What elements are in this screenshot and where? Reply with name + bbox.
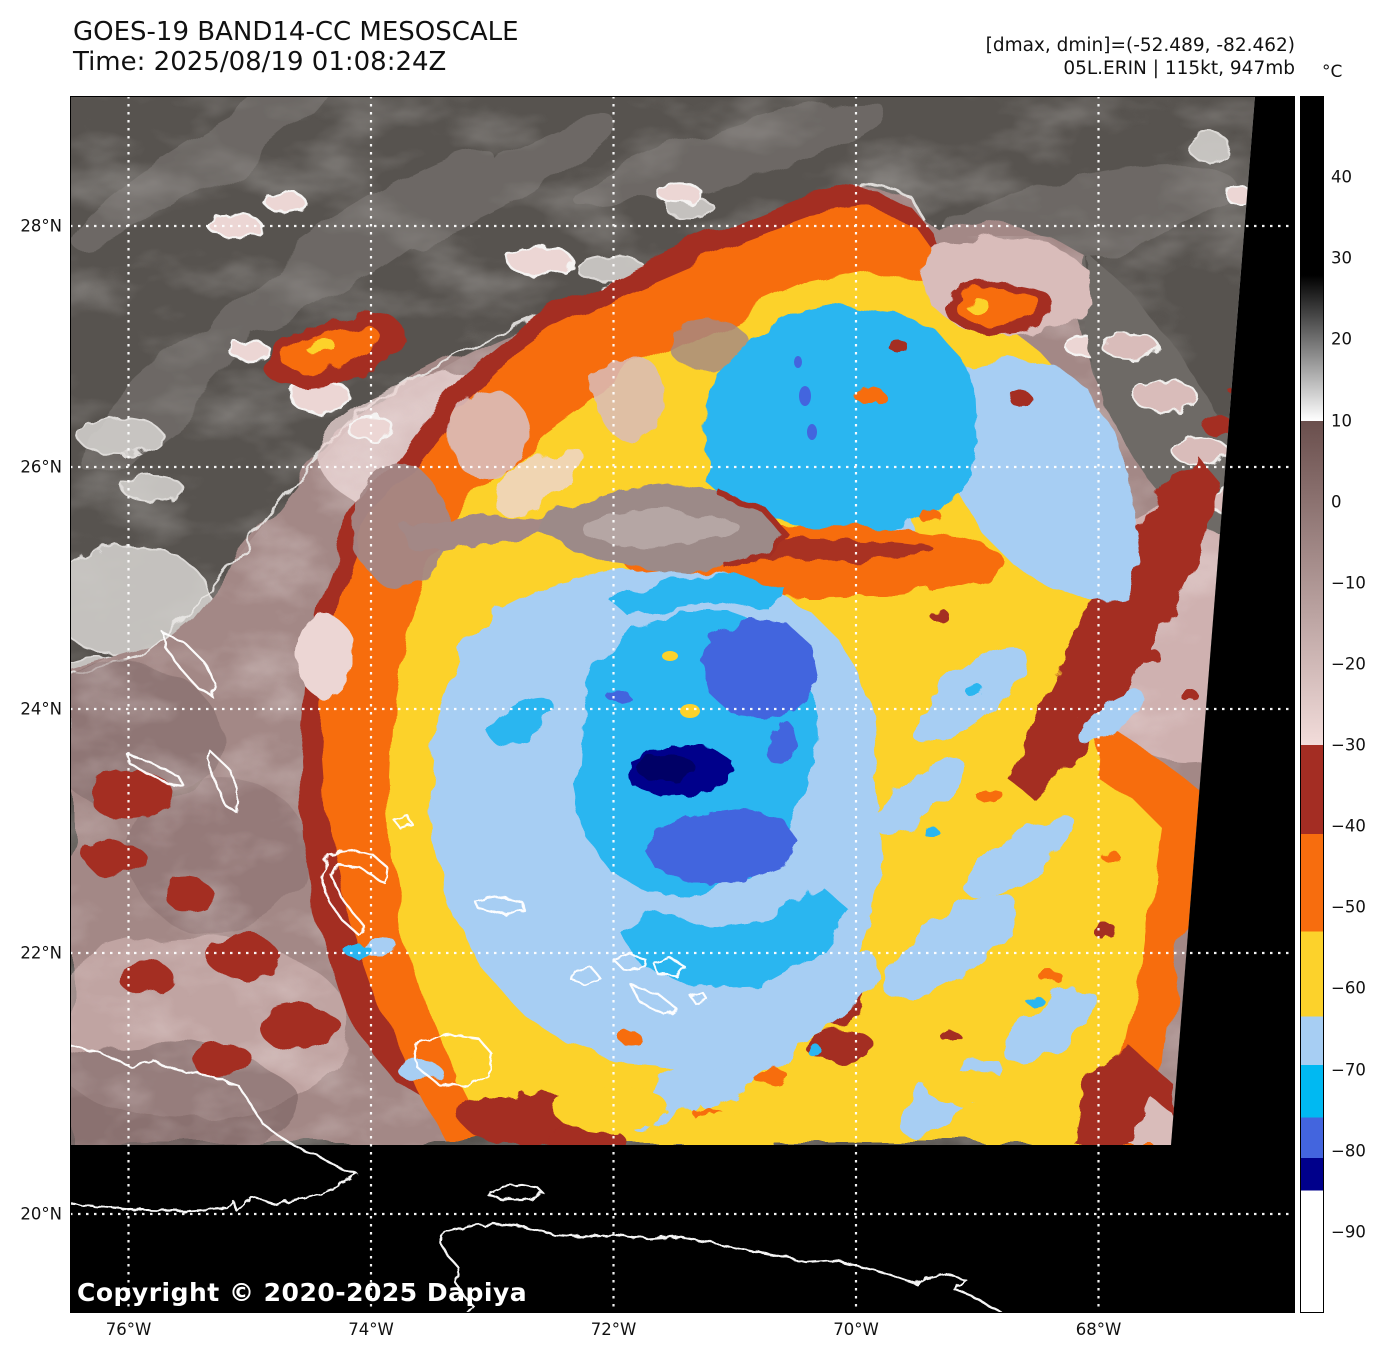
colorbar-ticks: 40 30 20 10 0 −10 −20 −30 −40 −50 −60 −70 −80 −90: [1331, 96, 1386, 1313]
mayaguana-outline: [570, 966, 602, 986]
west-red-patches: [85, 770, 340, 1076]
colorbar-unit-label: °C: [1322, 62, 1343, 82]
colorbar-tick: −40: [1331, 816, 1366, 836]
caicos-outline: [612, 952, 648, 972]
figure-timestamp: Time: 2025/08/19 01:08:24Z: [73, 47, 447, 77]
colorbar-tick: 30: [1331, 248, 1352, 268]
cold-lobe-royal-dots: [794, 356, 817, 440]
lat-label-22n: 22°N: [20, 943, 62, 963]
graticule: [70, 96, 1295, 1313]
crooked-acklins-outline: [320, 848, 390, 936]
colorbar-tick: 10: [1331, 411, 1352, 431]
colorbar-tick: −90: [1331, 1222, 1366, 1242]
cuba-coastline: [70, 1043, 359, 1213]
northeast-red-band: [1005, 456, 1218, 801]
lat-label-24n: 24°N: [20, 699, 62, 719]
caicos-outline: [652, 956, 686, 978]
red-flecks: [888, 340, 1117, 1042]
colorbar-tick: −60: [1331, 978, 1366, 998]
colorbar-tick: −30: [1331, 735, 1366, 755]
dry-tongue: [400, 486, 789, 571]
lon-label-70w: 70°W: [833, 1320, 879, 1339]
storm-status-annotation: 05L.ERIN | 115kt, 947mb: [1063, 58, 1295, 79]
colorbar-tick: 40: [1331, 167, 1352, 187]
lat-label-28n: 28°N: [20, 216, 62, 236]
colorbar-tick: −80: [1331, 1141, 1366, 1161]
lat-label-26n: 26°N: [20, 457, 62, 477]
great-inagua-outline: [412, 1032, 494, 1088]
northwest-convective-arm: [265, 314, 405, 388]
coastlines: [70, 630, 1004, 1313]
satellite-data-layer: [70, 96, 1255, 1145]
copyright-text: Copyright © 2020-2025 Dapiya: [77, 1278, 528, 1307]
dmax-dmin-annotation: [dmax, dmin]=(-52.489, -82.462): [985, 35, 1295, 56]
lon-label-74w: 74°W: [348, 1320, 394, 1339]
warm-flecks-in-core: [662, 651, 700, 718]
colorbar: [1300, 96, 1324, 1313]
lat-label-20n: 20°N: [20, 1204, 62, 1224]
lon-label-72w: 72°W: [590, 1320, 637, 1339]
islet-outline: [688, 990, 710, 1006]
tortuga-island: [485, 1183, 546, 1201]
colorbar-tick: −50: [1331, 897, 1366, 917]
satellite-ir-map: [70, 96, 1295, 1313]
islet-outline: [392, 814, 414, 830]
island-outline: [126, 752, 186, 788]
lon-label-68w: 68°W: [1075, 1320, 1122, 1339]
figure-header: GOES-19 BAND14-CC MESOSCALE Time: 2025/0…: [73, 17, 519, 77]
coldest-navy: [630, 744, 732, 796]
cold-lobe-cyan-core: [702, 306, 978, 534]
hispaniola-north-coast: [443, 1222, 1004, 1313]
caicos-outline: [628, 982, 678, 1018]
colorbar-tick: −70: [1331, 1060, 1366, 1080]
no-data-region: [70, 96, 1295, 1313]
figure-title: GOES-19 BAND14-CC MESOSCALE: [73, 17, 519, 47]
orange-flecks: [618, 388, 1120, 1123]
island-outline: [206, 749, 240, 814]
lon-label-76w: 76°W: [105, 1320, 152, 1339]
yellow-patches-south: [454, 1054, 1014, 1145]
corner-pink-wedge: [1130, 1096, 1178, 1145]
colorbar-tick: 0: [1331, 492, 1342, 512]
long-island-outline: [160, 630, 218, 698]
northeast-pink-band: [922, 234, 1090, 336]
haiti-west-coast: [439, 1230, 476, 1313]
figure-annotations: [dmax, dmin]=(-52.489, -82.462) 05L.ERIN…: [986, 34, 1295, 80]
plana-cays-outline: [472, 894, 528, 916]
colorbar-tick: −20: [1331, 654, 1366, 674]
very-cold-royal: [606, 618, 818, 884]
colorbar-tick: −10: [1331, 573, 1366, 593]
colorbar-tick: 20: [1331, 329, 1352, 349]
